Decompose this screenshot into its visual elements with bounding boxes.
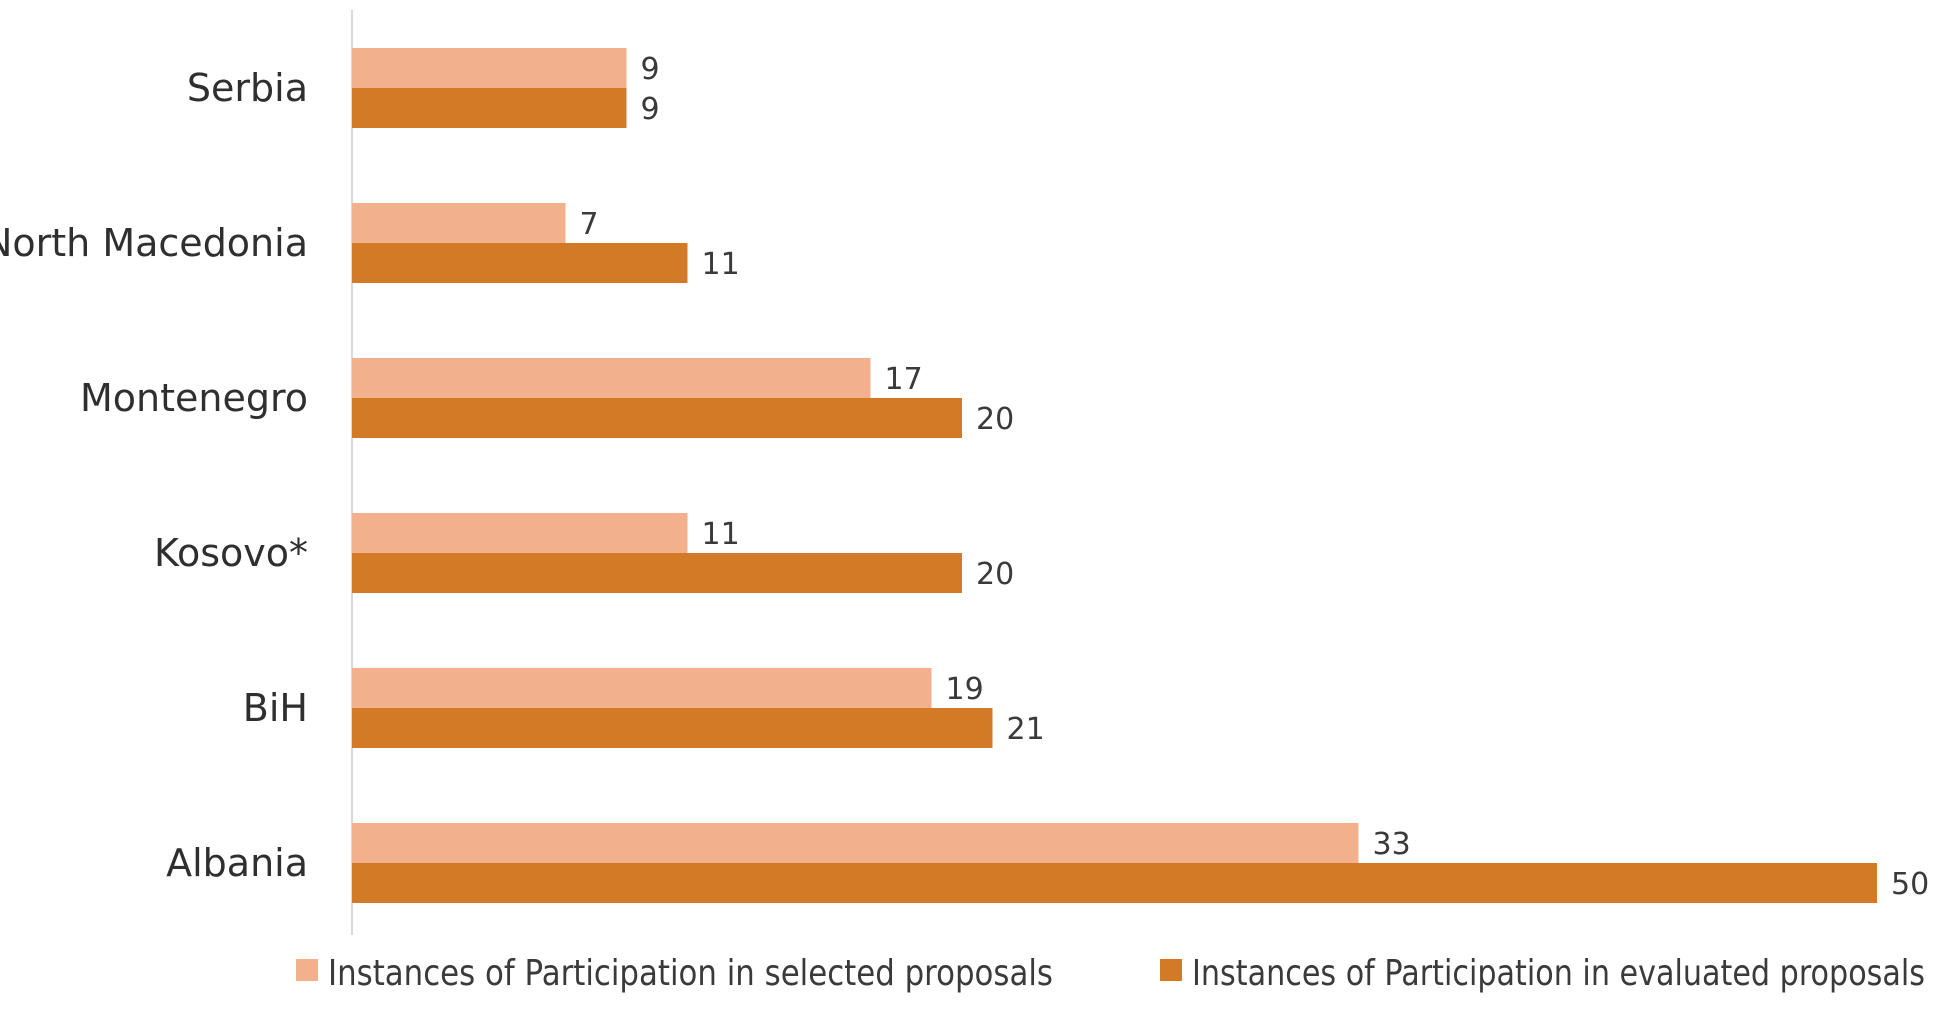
legend: Instances of Participation in selected p… xyxy=(296,953,1925,994)
bar-evaluated xyxy=(352,863,1877,903)
category-label: North Macedonia xyxy=(0,221,308,265)
data-label: 9 xyxy=(641,52,660,87)
bar-selected xyxy=(352,668,932,708)
data-label: 9 xyxy=(641,92,660,127)
data-label: 21 xyxy=(1007,712,1045,747)
legend-label: Instances of Participation in evaluated … xyxy=(1192,953,1925,994)
bar-evaluated xyxy=(352,243,688,283)
labels-layer: Serbia 9 9 North Macedonia 7 11 Montenegro 17 20… xyxy=(0,52,1929,902)
data-label: 20 xyxy=(976,557,1014,592)
data-label: 33 xyxy=(1373,827,1411,862)
legend-swatch xyxy=(296,959,318,981)
category-label: BiH xyxy=(243,686,308,730)
data-label: 17 xyxy=(885,362,923,397)
bar-selected xyxy=(352,358,871,398)
data-label: 50 xyxy=(1891,867,1929,902)
data-label: 7 xyxy=(580,207,599,242)
bar-evaluated xyxy=(352,398,962,438)
bar-selected xyxy=(352,513,688,553)
category-label: Serbia xyxy=(187,66,308,110)
bar-evaluated xyxy=(352,553,962,593)
bar-selected xyxy=(352,48,627,88)
bar-evaluated xyxy=(352,88,627,128)
category-label: Montenegro xyxy=(80,376,308,420)
category-label: Kosovo* xyxy=(154,531,308,575)
legend-swatch xyxy=(1160,959,1182,981)
legend-label: Instances of Participation in selected p… xyxy=(328,953,1053,994)
legend-item: Instances of Participation in selected p… xyxy=(296,953,1053,994)
legend-item: Instances of Participation in evaluated … xyxy=(1160,953,1925,994)
bars-layer xyxy=(352,48,1877,903)
bar-evaluated xyxy=(352,708,993,748)
data-label: 20 xyxy=(976,402,1014,437)
data-label: 11 xyxy=(702,247,740,282)
data-label: 19 xyxy=(946,672,984,707)
bar-selected xyxy=(352,203,566,243)
category-label: Albania xyxy=(166,841,308,885)
bar-selected xyxy=(352,823,1359,863)
data-label: 11 xyxy=(702,517,740,552)
